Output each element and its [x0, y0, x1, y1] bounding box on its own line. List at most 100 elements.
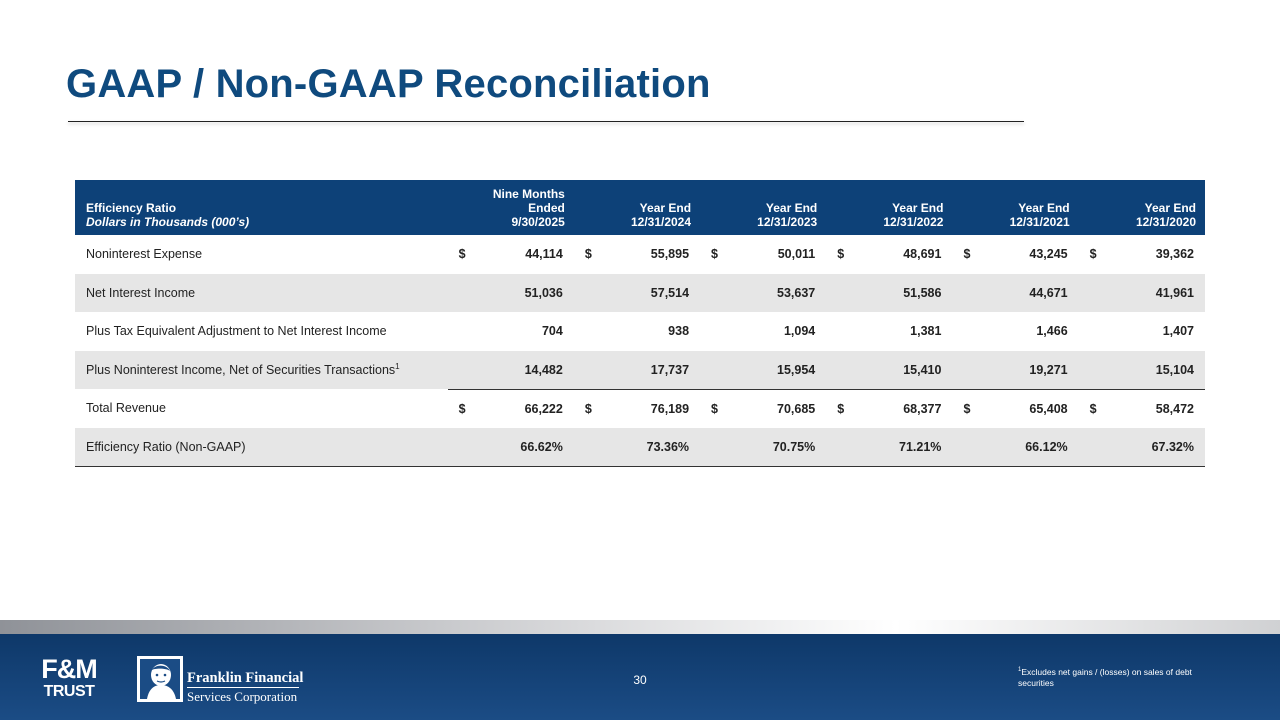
header-col-1-period: Nine Months Ended: [492, 187, 565, 215]
table-cell: 17,737: [596, 350, 701, 390]
page-title: GAAP / Non-GAAP Reconciliation: [66, 62, 711, 106]
table-row-efficiency-ratio: Efficiency Ratio (Non-GAAP) 66.62% 73.36…: [75, 427, 1205, 467]
table-cell: 48,691: [903, 247, 942, 262]
footer-gradient-band: [0, 620, 1280, 634]
fm-trust-logo: F&M TRUST: [27, 655, 111, 703]
header-col-4-date: 12/31/2022: [883, 215, 944, 229]
table-cell: 66.62%: [469, 427, 574, 467]
row-label: Net Interest Income: [86, 285, 196, 300]
table-cell: 70.75%: [722, 427, 827, 467]
row-label: Plus Tax Equivalent Adjustment to Net In…: [86, 324, 387, 339]
header-label-title: Efficiency Ratio: [86, 201, 177, 215]
table-cell: 58,472: [1155, 401, 1194, 416]
table-row-net-interest-income: Net Interest Income 51,036 57,514 53,637…: [75, 273, 1205, 312]
row-label: Efficiency Ratio (Non-GAAP): [75, 427, 448, 467]
header-col-2-date: 12/31/2024: [630, 215, 692, 229]
table-cell: 704: [541, 324, 563, 339]
title-divider: [68, 121, 1024, 122]
currency-symbol: $: [458, 401, 466, 416]
header-col-6: Year End 12/31/2020: [1079, 180, 1205, 235]
table-cell: 44,671: [1029, 285, 1068, 300]
currency-symbol: $: [963, 401, 971, 416]
table-cell: 19,271: [974, 350, 1079, 390]
currency-symbol: $: [837, 247, 845, 262]
table-cell: 1,381: [910, 324, 942, 339]
row-label: Total Revenue: [86, 401, 166, 416]
table-cell: 66,222: [524, 401, 563, 416]
company-name-line2: Services Corporation: [187, 689, 298, 704]
header-col-2: Year End 12/31/2024: [574, 180, 700, 235]
header-col-3-period: Year End: [765, 201, 818, 215]
footnote-number: 1: [1018, 667, 1022, 673]
table-row-noninterest-income: Plus Noninterest Income, Net of Securiti…: [75, 350, 1205, 390]
header-col-1: Nine Months Ended 9/30/2025: [448, 180, 574, 235]
company-wordmark: Franklin Financial Services Corporation: [187, 670, 303, 705]
currency-symbol: $: [1089, 247, 1097, 262]
table-cell: 71.21%: [848, 427, 953, 467]
header-col-6-period: Year End: [1144, 201, 1196, 215]
table-cell: 1,094: [783, 324, 816, 339]
table-cell: 50,011: [777, 247, 816, 262]
table-cell: 1,407: [1162, 324, 1194, 339]
table-cell: 66.12%: [974, 427, 1079, 467]
header-col-6-date: 12/31/2020: [1135, 215, 1196, 229]
table-cell: 55,895: [650, 247, 690, 262]
header-col-3: Year End 12/31/2023: [700, 180, 826, 235]
table-cell: 39,362: [1155, 247, 1194, 262]
footnote-text: Excludes net gains / (losses) on sales o…: [1018, 666, 1192, 688]
row-label-text: Plus Noninterest Income, Net of Securiti…: [86, 363, 396, 378]
table-row-tax-equivalent-adjustment: Plus Tax Equivalent Adjustment to Net In…: [75, 312, 1205, 351]
header-col-2-period: Year End: [639, 201, 692, 215]
currency-symbol: $: [584, 401, 592, 416]
table-cell: 15,410: [848, 350, 953, 390]
table-header-row: Efficiency Ratio Dollars in Thousands (0…: [75, 180, 1205, 235]
company-name-line1: Franklin Financial: [187, 670, 304, 686]
table-cell: 15,954: [722, 350, 827, 390]
fm-logo-mark: F&M: [41, 654, 97, 684]
row-label: Plus Noninterest Income, Net of Securiti…: [75, 351, 448, 390]
header-label: Efficiency Ratio Dollars in Thousands (0…: [75, 180, 448, 235]
table-cell: 41,961: [1155, 285, 1194, 300]
table-cell: 51,586: [903, 285, 942, 300]
table-row-noninterest-expense: Noninterest Expense $ 44,114 $ 55,895 $ …: [75, 235, 1205, 274]
header-col-5-period: Year End: [1018, 201, 1070, 215]
table-cell: 57,514: [650, 285, 690, 300]
currency-symbol: $: [711, 247, 718, 262]
table-cell: 53,637: [777, 285, 816, 300]
table-cell: 938: [668, 324, 690, 339]
table-cell: 68,377: [903, 401, 942, 416]
table-cell: 70,685: [777, 401, 816, 416]
page-number: 30: [633, 673, 647, 687]
table-cell: 65,408: [1029, 401, 1068, 416]
footnote-marker: 1: [395, 362, 400, 372]
table-cell: 44,114: [525, 247, 563, 262]
table-cell: 73.36%: [596, 427, 701, 467]
reconciliation-table: Efficiency Ratio Dollars in Thousands (0…: [75, 180, 1205, 467]
currency-symbol: $: [584, 247, 592, 262]
company-name-divider: [187, 687, 299, 688]
table-row-total-revenue: Total Revenue $ 66,222 $ 76,189 $ 70,685…: [75, 389, 1205, 428]
table-cell: 14,482: [469, 350, 574, 390]
row-label: Noninterest Expense: [86, 247, 203, 262]
table-cell: 76,189: [650, 401, 690, 416]
currency-symbol: $: [458, 247, 466, 262]
currency-symbol: $: [963, 247, 971, 262]
table-cell: 51,036: [524, 285, 563, 300]
currency-symbol: $: [1089, 401, 1097, 416]
currency-symbol: $: [837, 401, 845, 416]
footnote: 1Excludes net gains / (losses) on sales …: [1018, 665, 1228, 689]
footer-bar: [0, 634, 1280, 720]
currency-symbol: $: [711, 401, 718, 416]
table-cell: 1,466: [1036, 324, 1068, 339]
header-col-5: Year End 12/31/2021: [952, 180, 1078, 235]
header-col-5-date: 12/31/2021: [1009, 215, 1070, 229]
header-col-4-period: Year End: [892, 201, 944, 215]
header-col-3-date: 12/31/2023: [757, 215, 818, 229]
fm-logo-word: TRUST: [43, 683, 95, 700]
table-cell: 43,245: [1029, 247, 1068, 262]
header-col-1-date: 9/30/2025: [511, 215, 565, 229]
header-col-4: Year End 12/31/2022: [826, 180, 952, 235]
header-label-units: Dollars in Thousands (000’s): [86, 215, 250, 229]
table-cell: 67.32%: [1100, 427, 1205, 467]
table-cell: 15,104: [1100, 350, 1205, 390]
